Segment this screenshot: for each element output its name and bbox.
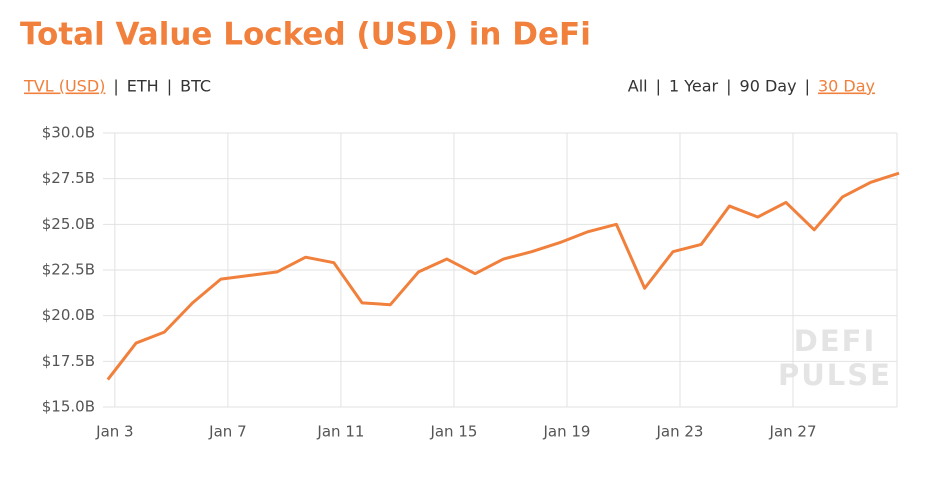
tab-separator: | xyxy=(805,77,810,96)
tab[interactable]: 90 Day xyxy=(740,77,797,96)
chart-title: Total Value Locked (USD) in DeFi xyxy=(20,17,591,53)
tab[interactable]: All xyxy=(628,77,648,96)
tab-separator: | xyxy=(167,77,172,96)
x-tick-label: Jan 19 xyxy=(542,423,590,441)
x-tick-label: Jan 7 xyxy=(208,423,246,441)
tab[interactable]: BTC xyxy=(180,77,211,96)
watermark: DEFI xyxy=(794,324,876,358)
tab-separator: | xyxy=(726,77,731,96)
tab-separator: | xyxy=(656,77,661,96)
x-tick-label: Jan 11 xyxy=(316,423,364,441)
y-tick-label: $30.0B xyxy=(42,124,95,142)
tab[interactable]: ETH xyxy=(127,77,159,96)
y-tick-label: $25.0B xyxy=(42,215,95,233)
y-tick-label: $20.0B xyxy=(42,306,95,324)
x-tick-label: Jan 27 xyxy=(769,423,817,441)
tab[interactable]: 30 Day xyxy=(818,77,875,96)
tab[interactable]: 1 Year xyxy=(669,77,719,96)
y-tick-label: $17.5B xyxy=(42,352,95,370)
tab-separator: | xyxy=(113,77,118,96)
x-tick-label: Jan 3 xyxy=(95,423,133,441)
y-tick-label: $27.5B xyxy=(42,169,95,187)
tab[interactable]: TVL (USD) xyxy=(23,77,105,96)
line xyxy=(106,171,900,381)
x-tick-label: Jan 15 xyxy=(429,423,477,441)
x-tick-label: Jan 23 xyxy=(656,423,704,441)
y-tick-label: $22.5B xyxy=(42,261,95,279)
y-tick-label: $15.0B xyxy=(42,398,95,416)
watermark: PULSE xyxy=(778,358,892,392)
